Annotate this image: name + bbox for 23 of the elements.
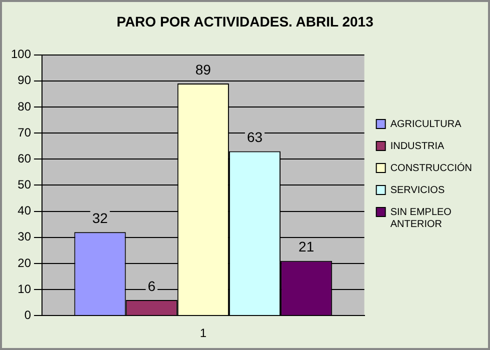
data-label: 89 [195,61,212,78]
data-label: 6 [148,278,156,294]
y-tick-label: 80 [18,99,32,114]
chart-title: PARO POR ACTIVIDADES. ABRIL 2013 [116,13,374,30]
y-tick-label: 70 [18,125,32,140]
y-tick-label: 20 [18,256,32,270]
y-tick-label: 100 [10,47,32,62]
data-label: 21 [298,238,314,255]
y-tick-label: 90 [18,73,32,88]
y-tick-label: 40 [18,204,32,218]
legend-label: AGRICULTURA [390,118,462,130]
y-tick-label: 10 [18,282,32,296]
data-label: 32 [92,210,108,226]
x-tick-label: 1 [200,326,207,340]
data-label: 63 [246,129,263,146]
y-tick-label: 50 [18,178,32,192]
y-tick-label: 0 [24,308,32,322]
legend-label: SERVICIOS [390,184,445,196]
y-tick-label: 60 [18,151,32,166]
legend-label: SIN EMPLEO ANTERIOR [390,206,452,230]
y-tick-label: 30 [18,230,32,244]
legend-label: CONSTRUCCIÓN [390,162,472,174]
legend-label: INDUSTRIA [390,140,445,152]
